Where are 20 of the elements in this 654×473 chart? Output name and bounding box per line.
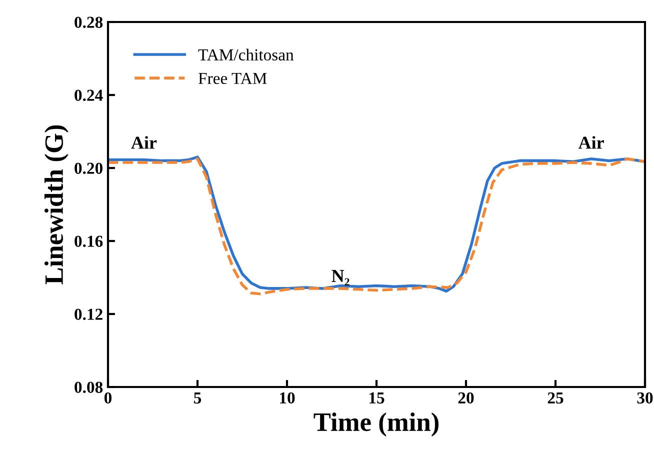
y-tick-label: 0.20 — [74, 162, 103, 174]
annotation: N₂ — [332, 270, 350, 286]
annotation: Air — [131, 136, 157, 149]
x-tick-label: 10 — [280, 392, 295, 404]
y-tick-label: 0.08 — [74, 382, 103, 394]
x-tick-label: 20 — [458, 392, 474, 404]
x-tick-label: 25 — [548, 392, 564, 404]
y-axis-title: Linewidth (G) — [44, 125, 68, 284]
y-tick-label: 0.24 — [74, 90, 103, 102]
y-tick-label: 0.12 — [74, 308, 102, 320]
y-tick-label: 0.16 — [74, 236, 103, 248]
x-axis-title: Time (min) — [314, 412, 439, 436]
x-tick-label: 15 — [370, 392, 384, 404]
x-tick-label: 0 — [104, 392, 112, 404]
y-tick-label: 0.28 — [74, 16, 103, 28]
legend-label: TAM/chitosan — [198, 48, 294, 60]
annotation: Air — [578, 136, 604, 149]
x-tick-label: 5 — [194, 392, 202, 404]
legend-label: Free TAM — [198, 72, 267, 84]
x-tick-label: 30 — [637, 392, 653, 404]
